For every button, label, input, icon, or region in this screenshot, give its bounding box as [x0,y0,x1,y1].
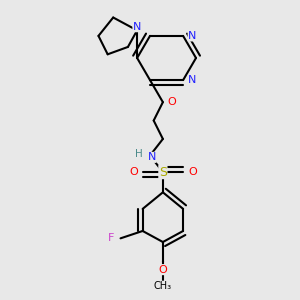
Text: O: O [158,265,167,275]
Text: O: O [188,167,197,177]
Text: N: N [188,31,196,41]
Text: O: O [168,97,176,107]
Text: N: N [188,75,196,85]
Text: F: F [108,233,115,243]
Text: H: H [135,149,143,159]
Text: CH₃: CH₃ [154,281,172,291]
Text: N: N [133,22,141,32]
Text: O: O [129,167,138,177]
Text: N: N [148,152,156,162]
Text: S: S [159,166,167,178]
